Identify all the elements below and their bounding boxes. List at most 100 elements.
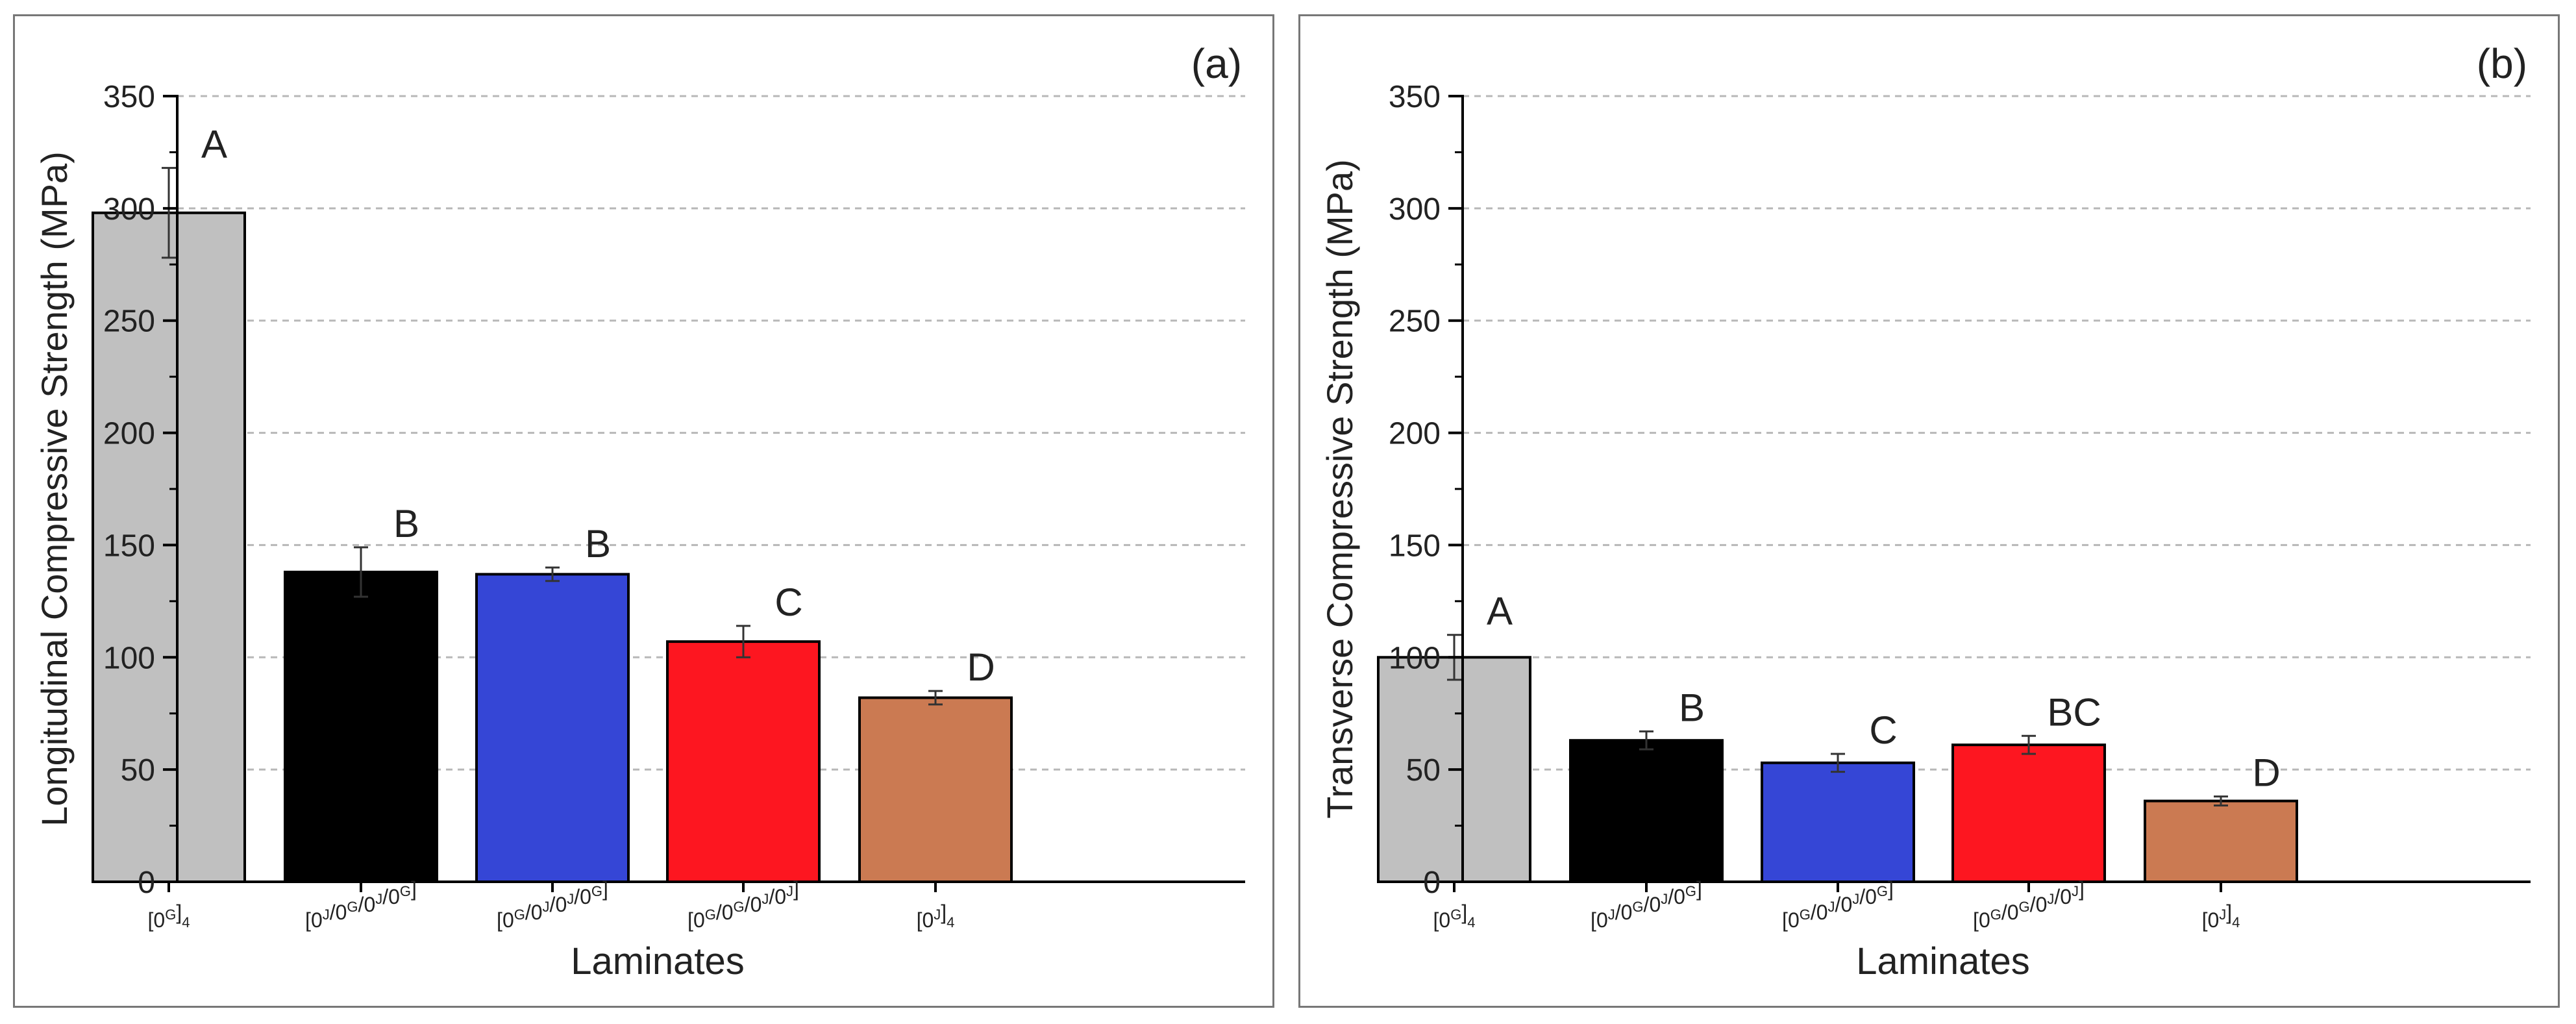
x-tick-label-part: /0	[1615, 901, 1633, 924]
significance-label: C	[1869, 708, 1897, 752]
y-tick-label: 50	[121, 753, 155, 788]
x-tick-label: [0J]4	[2202, 901, 2240, 932]
bar	[1569, 739, 1724, 883]
x-tick-label: [0G/0G/0J/0J]	[1973, 877, 2085, 932]
x-tick-label: [0G/0G/0J/0J]	[687, 877, 799, 932]
x-tick-label-part: [0	[1782, 908, 1800, 932]
x-tick-label-part: G	[514, 906, 525, 923]
y-tick-label: 150	[1389, 529, 1441, 563]
x-tick-label-part: /0	[330, 901, 347, 924]
x-tick-label-part: ]	[411, 877, 417, 901]
significance-label: B	[1679, 686, 1705, 729]
x-tick-label-part: /0	[745, 893, 762, 916]
significance-label: A	[1487, 590, 1513, 633]
x-tick-label-part: 4	[2232, 914, 2240, 930]
x-tick-label-part: J	[323, 906, 330, 923]
x-tick-label-part: J	[2219, 906, 2226, 923]
significance-label: C	[774, 581, 802, 624]
x-tick-label-part: J	[567, 891, 574, 907]
bar	[1761, 761, 1915, 884]
x-tick-label-part: G	[347, 899, 358, 915]
panel-label: (b)	[2477, 40, 2527, 87]
x-tick-label-part: [0	[1591, 908, 1608, 932]
x-tick-label-part: [0	[687, 908, 705, 932]
x-tick-label-part: ]	[1696, 877, 1702, 901]
x-tick-label: [0J/0G/0J/0G]	[1591, 877, 1702, 932]
significance-label: B	[393, 502, 419, 545]
x-tick-label-part: J	[1828, 899, 1835, 915]
x-tick-label-part: /0	[525, 901, 543, 924]
x-tick-label-part: J	[786, 883, 793, 899]
x-axis-title: Laminates	[571, 940, 745, 982]
x-tick-label: [0G]4	[148, 901, 190, 932]
bar	[2144, 799, 2298, 883]
x-tick-label-part: G	[400, 883, 411, 899]
x-axis-title: Laminates	[1856, 940, 2030, 982]
x-tick-label-part: /0	[1835, 893, 1853, 916]
x-tick-label-part: G	[1450, 906, 1461, 923]
x-tick-label-part: J	[1661, 891, 1668, 907]
bar	[1951, 743, 2106, 883]
x-tick-label-part: ]	[941, 901, 947, 924]
bar	[666, 640, 821, 883]
x-tick-label-part: J	[2072, 883, 2079, 899]
x-tick-label-part: ]	[1888, 877, 1894, 901]
y-tick-label: 250	[1389, 305, 1441, 339]
panel-label: (a)	[1191, 40, 1242, 87]
significance-label: BC	[2047, 690, 2101, 734]
x-tick-label-part: ]	[176, 901, 182, 924]
x-tick-label-part: J	[543, 899, 550, 915]
x-tick-label-part: ]	[2226, 901, 2232, 924]
y-tick-label: 200	[1389, 417, 1441, 451]
bar	[475, 573, 630, 883]
x-tick-label-part: /0	[1811, 901, 1828, 924]
x-tick-label-part: [0	[1973, 908, 1990, 932]
x-tick-label-part: G	[705, 906, 716, 923]
x-tick-label-part: J	[1608, 906, 1615, 923]
y-tick-label: 350	[1389, 80, 1441, 114]
chart-panel-a: A B B C D 0 50 100 150 200 250 300 350 [0G]4 [0J/0G/0J…	[13, 14, 1274, 1008]
x-tick-label-part: G	[1685, 883, 1696, 899]
x-tick-label-part: G	[165, 906, 176, 923]
chart-panel-b: A B C BC D 0 50 100 150 200 250 300 350 [0G]4 [0J/0G/0…	[1298, 14, 2560, 1008]
x-tick-label-part: J	[2047, 891, 2054, 907]
x-tick-label-part: G	[1990, 906, 2001, 923]
x-tick-label-part: [0	[148, 908, 166, 932]
x-tick-label-part: /0	[2054, 885, 2072, 908]
x-tick-label-part: /0	[769, 885, 786, 908]
x-tick-label-part: J	[762, 891, 769, 907]
x-tick-label-part: 4	[947, 914, 954, 930]
x-tick-label-part: 4	[1467, 914, 1475, 930]
x-tick-label-part: [0	[917, 908, 934, 932]
x-tick-label: [0J/0G/0J/0G]	[305, 877, 417, 932]
x-tick-label-part: ]	[2079, 877, 2085, 901]
x-tick-label-part: /0	[1668, 885, 1685, 908]
x-tick-label-part: G	[591, 883, 602, 899]
x-tick-label-part: /0	[1859, 885, 1877, 908]
bar	[858, 696, 1013, 883]
x-tick-label-part: G	[2019, 899, 2030, 915]
x-tick-label-part: G	[1877, 883, 1888, 899]
x-tick-label-part: ]	[602, 877, 608, 901]
significance-label: B	[585, 522, 611, 566]
x-tick-label-part: G	[1632, 899, 1643, 915]
x-tick-label-part: /0	[1644, 893, 1661, 916]
y-tick-label: 250	[103, 305, 155, 339]
y-tick-label: 0	[1423, 866, 1441, 900]
significance-label: D	[967, 645, 995, 689]
x-tick-label-part: G	[734, 899, 745, 915]
y-tick-label: 0	[138, 866, 155, 900]
significance-label: A	[201, 123, 227, 166]
x-tick-label-part: /0	[574, 885, 591, 908]
x-tick-label-part: [0	[1433, 908, 1451, 932]
x-tick-label-part: /0	[2001, 901, 2019, 924]
bar	[284, 570, 438, 884]
y-tick-label: 200	[103, 417, 155, 451]
y-tick-label: 300	[103, 192, 155, 227]
x-tick-label-part: 4	[182, 914, 190, 930]
x-tick-label-part: ]	[1461, 901, 1467, 924]
x-tick-label-part: /0	[550, 893, 567, 916]
x-tick-label-part: /0	[2030, 893, 2048, 916]
